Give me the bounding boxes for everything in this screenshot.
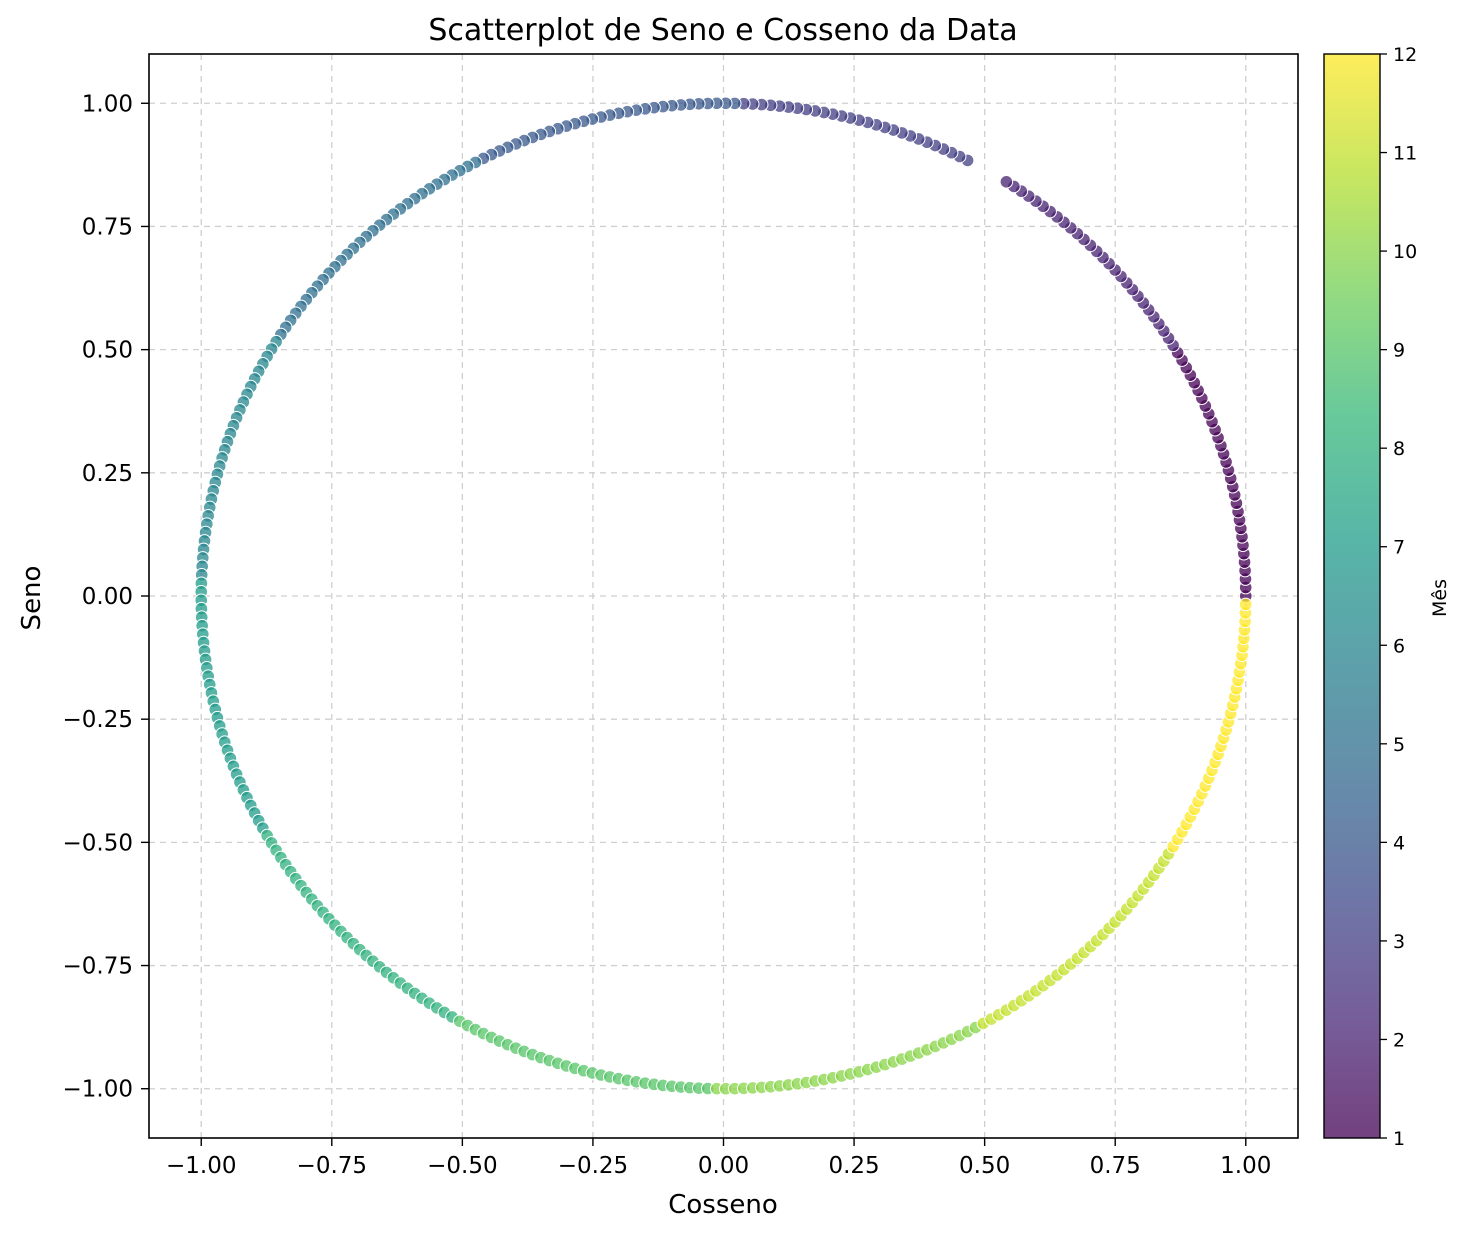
colorbar-tick-label: 2 xyxy=(1393,1029,1405,1051)
y-tick-label: 0.75 xyxy=(82,214,133,240)
x-tick-label: −0.50 xyxy=(427,1153,497,1179)
colorbar-gradient xyxy=(1323,53,1381,1139)
colorbar-label: Mês xyxy=(1429,579,1451,617)
data-point xyxy=(1238,597,1253,612)
colorbar-tick-label: 7 xyxy=(1393,537,1405,559)
x-tick-label: 0.00 xyxy=(698,1153,749,1179)
y-tick-label: 0.00 xyxy=(82,584,133,610)
data-point xyxy=(999,175,1014,189)
colorbar-tick-label: 11 xyxy=(1393,143,1417,165)
axes: −1.00 −0.75 −0.50 −0.25 0.00 0.25 0.50 0.75 1.00… xyxy=(63,53,1299,1179)
x-tick-label: −0.25 xyxy=(558,1153,628,1179)
x-tick-label: 1.00 xyxy=(1220,1153,1271,1179)
colorbar-tick-label: 8 xyxy=(1393,438,1405,460)
colorbar-tick-label: 12 xyxy=(1393,44,1417,66)
y-tick-label: −0.25 xyxy=(63,707,133,733)
grid xyxy=(149,54,1298,1138)
y-tick-label: 1.00 xyxy=(82,91,133,117)
colorbar-tick-label: 9 xyxy=(1393,340,1405,362)
x-tick-label: −1.00 xyxy=(166,1153,236,1179)
x-tick-label: −0.75 xyxy=(297,1153,367,1179)
y-tick-label: −1.00 xyxy=(63,1077,133,1103)
chart-title: Scatterplot de Seno e Cosseno da Data xyxy=(428,13,1017,48)
y-tick-label: 0.50 xyxy=(82,338,133,364)
x-axis-label: Cosseno xyxy=(668,1190,778,1220)
x-tick-label: 0.50 xyxy=(959,1153,1010,1179)
y-tick-label: −0.75 xyxy=(63,954,133,980)
colorbar-tick-label: 3 xyxy=(1393,931,1405,953)
x-tick-label: 0.75 xyxy=(1090,1153,1141,1179)
y-tick-label: 0.25 xyxy=(82,461,133,487)
y-tick-label: −0.50 xyxy=(63,830,133,856)
colorbar-tick-label: 10 xyxy=(1393,241,1417,263)
x-tick-label: 0.25 xyxy=(828,1153,879,1179)
colorbar-tick-label: 6 xyxy=(1393,635,1405,657)
y-axis-label: Seno xyxy=(17,566,47,631)
colorbar-tick-label: 4 xyxy=(1393,832,1405,854)
colorbar-tick-label: 5 xyxy=(1393,734,1405,756)
colorbar-tick-label: 1 xyxy=(1393,1128,1405,1150)
scatter-points xyxy=(194,96,1253,1096)
